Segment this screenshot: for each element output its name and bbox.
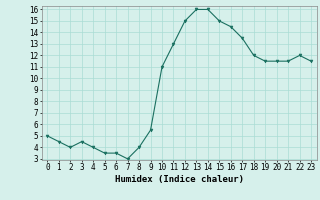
X-axis label: Humidex (Indice chaleur): Humidex (Indice chaleur): [115, 175, 244, 184]
